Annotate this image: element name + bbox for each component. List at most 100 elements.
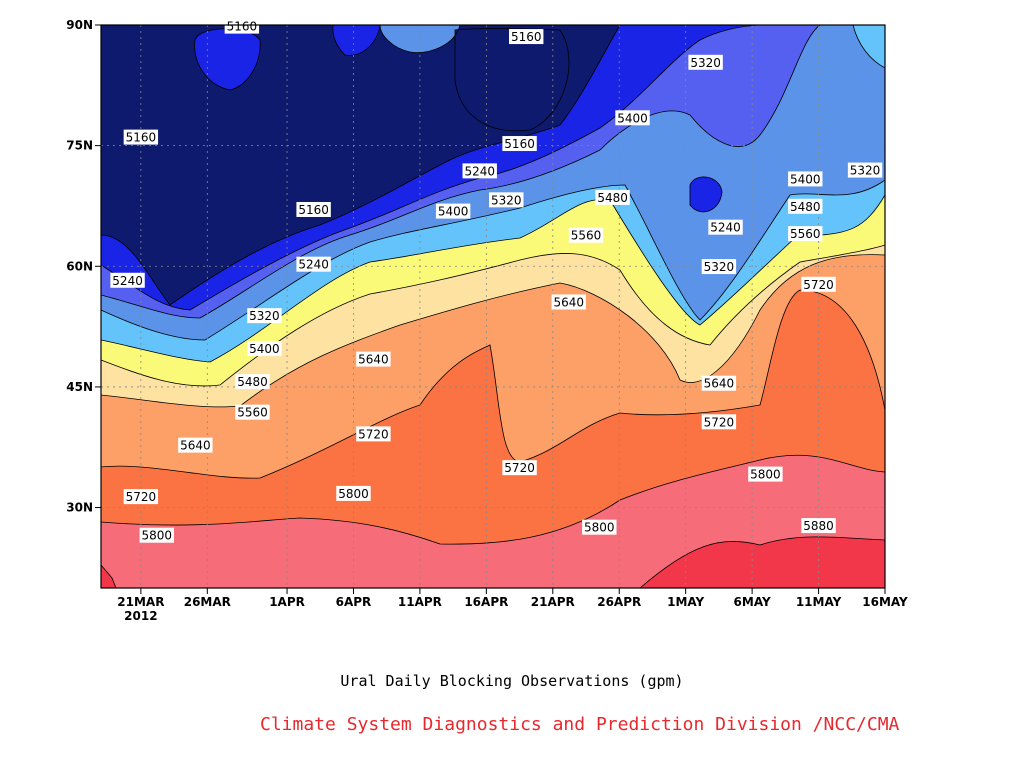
contour-label-bg <box>801 276 836 292</box>
contour-label-bg <box>582 519 617 535</box>
contour-label: 5720 <box>803 278 834 292</box>
x-tick-label: 21APR <box>531 595 575 609</box>
contour-island-line-5 <box>454 28 570 132</box>
contour-label: 5800 <box>750 468 781 482</box>
contour-line-3 <box>100 24 821 319</box>
contour-label-bg <box>356 351 391 367</box>
contour-island-0 <box>194 28 261 90</box>
y-tick-label: 30N <box>66 501 93 515</box>
contour-label: 5240 <box>112 274 143 288</box>
contour-island-line-2 <box>332 24 381 56</box>
fill-band-10 <box>640 536 885 588</box>
contour-label-bg <box>788 226 823 242</box>
contour-label-bg <box>247 308 282 324</box>
x-tick-label: 1MAY <box>667 595 704 609</box>
axis-layer: 21MAR 26MAR 1APR 6APR 11APR 16APR 21APR 26APR 1M… <box>66 18 908 623</box>
contour-label-bg <box>801 518 836 534</box>
contour-label-bg <box>688 54 723 70</box>
x-year-label: 2012 <box>124 609 157 623</box>
contour-label: 5400 <box>249 342 280 356</box>
contour-label-bg <box>502 460 537 476</box>
y-tick-label: 75N <box>66 139 93 153</box>
contour-label-bg <box>356 426 391 442</box>
contour-label: 5640 <box>704 377 735 391</box>
contour-label-bg <box>336 485 371 501</box>
contour-fill-layer <box>101 25 885 588</box>
contour-island-line-0 <box>194 28 261 91</box>
contour-label: 5640 <box>358 353 389 367</box>
contour-line-4 <box>100 179 886 341</box>
x-tick-label: 11MAY <box>796 595 842 609</box>
contour-label: 5720 <box>126 490 157 504</box>
contour-label: 5160 <box>504 137 535 151</box>
x-tick-label: 21MAR <box>117 595 164 609</box>
contour-label: 5400 <box>438 205 469 219</box>
contour-island-5 <box>455 28 569 131</box>
contour-label-bg <box>509 29 544 45</box>
contour-line-5 <box>100 194 886 363</box>
y-tick-label: 45N <box>66 380 93 394</box>
x-tick-label: 26MAR <box>184 595 231 609</box>
contour-label-bg <box>551 294 586 310</box>
contour-label: 5240 <box>710 221 741 235</box>
y-tick-label: 90N <box>66 18 93 32</box>
contour-label: 5160 <box>511 30 542 44</box>
x-tick-label: 16APR <box>464 595 508 609</box>
contour-label: 5720 <box>504 461 535 475</box>
x-tick-label: 26APR <box>597 595 641 609</box>
contour-label-bg <box>568 227 604 243</box>
contour-label-bg <box>701 375 737 391</box>
x-tick-label: 1APR <box>269 595 305 609</box>
chart-caption: Ural Daily Blocking Observations (gpm) <box>340 672 684 690</box>
contour-label: 5640 <box>553 295 584 309</box>
contour-line-2 <box>100 24 761 311</box>
contour-label-bg <box>489 192 524 208</box>
contour-label-bg <box>708 219 743 235</box>
contour-label: 5560 <box>237 406 268 420</box>
x-tick-label: 6APR <box>336 595 372 609</box>
contour-label-bg <box>123 129 159 145</box>
contour-label: 5160 <box>298 203 329 217</box>
contour-line-9 <box>100 454 886 545</box>
contour-label-bg <box>224 18 260 34</box>
contour-label: 5560 <box>790 227 821 241</box>
contour-label-bg <box>748 466 783 482</box>
contour-label: 5320 <box>850 164 881 178</box>
contour-island-line-3 <box>689 176 723 213</box>
contour-label: 5400 <box>617 111 648 125</box>
contour-label-bg <box>701 414 737 430</box>
contour-label-bg <box>296 256 331 272</box>
contour-label-bg <box>502 136 537 152</box>
contour-line-10 <box>639 536 886 589</box>
contour-line-6 <box>100 244 886 387</box>
contour-label-bg <box>462 163 497 179</box>
contour-label: 5640 <box>180 439 211 453</box>
contour-island-6 <box>101 565 116 588</box>
y-tick-label: 60N <box>66 259 93 273</box>
contour-label: 5160 <box>126 131 157 145</box>
contour-label: 5320 <box>690 56 721 70</box>
contour-label-bg <box>178 437 213 453</box>
contour-label: 5160 <box>227 20 258 34</box>
x-tick-label: 6MAY <box>734 595 771 609</box>
contour-island-4 <box>853 25 885 68</box>
x-tick-label: 11APR <box>398 595 442 609</box>
contour-label: 5400 <box>790 172 821 186</box>
contour-label-bg <box>296 201 331 217</box>
contour-label-bg <box>139 527 175 543</box>
contour-label: 5320 <box>249 309 280 323</box>
contour-label-bg <box>123 489 159 505</box>
contour-label-bg <box>235 404 270 420</box>
x-tick-label: 16MAY <box>862 595 908 609</box>
contour-label-bg <box>847 162 883 178</box>
contour-label-layer: 5160 5160 5160 5160 5160 5240 5240 5240 5240 5320… <box>110 18 883 543</box>
contour-label-bg <box>615 110 650 126</box>
contour-label: 5480 <box>597 191 628 205</box>
contour-label-bg <box>788 171 823 187</box>
contour-label: 5720 <box>704 415 735 429</box>
contour-label-bg <box>435 203 471 219</box>
contour-label: 5800 <box>142 529 173 543</box>
contour-label: 5800 <box>338 487 369 501</box>
contour-label: 5880 <box>803 519 834 533</box>
